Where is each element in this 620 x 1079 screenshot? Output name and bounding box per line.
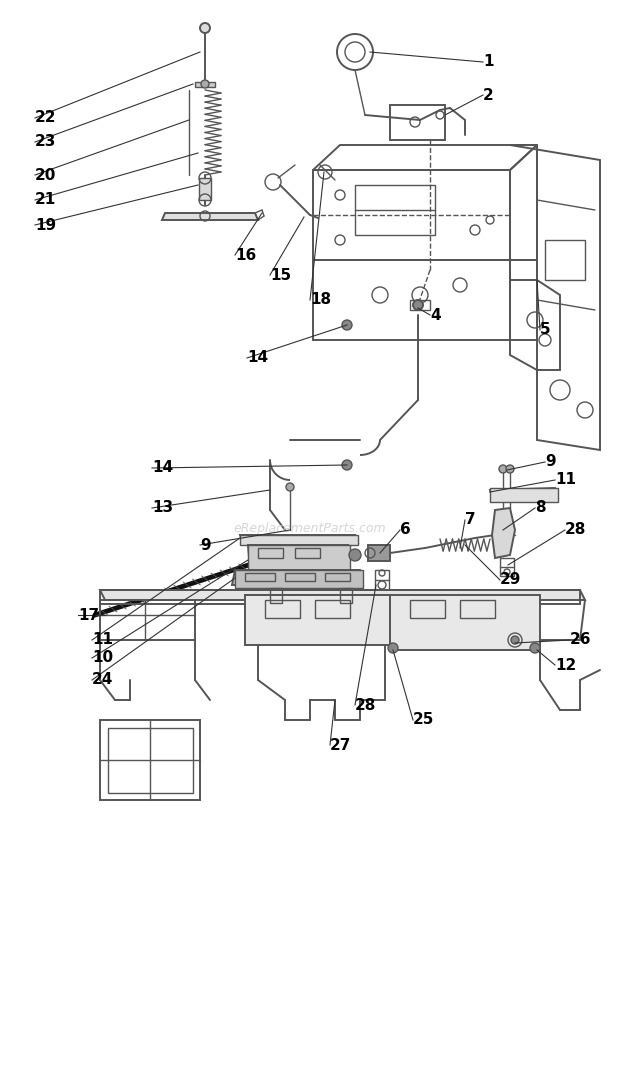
Text: 24: 24 <box>92 672 113 687</box>
Circle shape <box>201 80 209 88</box>
Bar <box>195 82 215 87</box>
Text: 11: 11 <box>555 473 576 488</box>
Polygon shape <box>248 545 350 570</box>
Bar <box>295 548 320 558</box>
Text: 15: 15 <box>270 268 291 283</box>
Polygon shape <box>492 508 515 558</box>
Circle shape <box>342 320 352 330</box>
Bar <box>235 570 363 588</box>
Text: eReplacementParts.com: eReplacementParts.com <box>234 522 386 535</box>
Circle shape <box>530 643 540 653</box>
Text: 16: 16 <box>235 247 256 262</box>
Circle shape <box>413 300 423 310</box>
Polygon shape <box>232 570 363 585</box>
Bar <box>315 600 350 618</box>
Bar <box>545 240 585 279</box>
Bar <box>265 600 300 618</box>
Text: 10: 10 <box>92 651 113 666</box>
Bar <box>410 600 445 618</box>
Text: 22: 22 <box>35 110 56 125</box>
Text: 11: 11 <box>92 632 113 647</box>
Text: 5: 5 <box>540 323 551 338</box>
Polygon shape <box>245 595 395 640</box>
Bar <box>325 573 350 581</box>
Text: 27: 27 <box>330 738 352 752</box>
Text: 18: 18 <box>310 292 331 308</box>
Bar <box>355 185 435 235</box>
Text: 23: 23 <box>35 135 56 150</box>
Bar <box>390 105 445 140</box>
Bar <box>490 488 558 502</box>
Bar <box>258 548 283 558</box>
Text: 1: 1 <box>483 55 494 69</box>
Polygon shape <box>490 488 558 500</box>
Text: 7: 7 <box>465 513 476 528</box>
Text: 4: 4 <box>430 308 441 323</box>
Bar <box>500 558 514 576</box>
Bar <box>390 595 540 650</box>
Text: 13: 13 <box>152 501 173 516</box>
Text: 9: 9 <box>200 537 211 552</box>
Text: 17: 17 <box>78 607 99 623</box>
Text: 14: 14 <box>152 461 173 476</box>
Text: 12: 12 <box>555 657 576 672</box>
Bar <box>285 573 315 581</box>
Bar <box>245 595 393 645</box>
Text: 29: 29 <box>500 573 521 587</box>
Bar <box>108 728 193 793</box>
Text: 6: 6 <box>400 522 410 537</box>
Circle shape <box>286 483 294 491</box>
Polygon shape <box>240 535 358 543</box>
Bar <box>368 545 390 561</box>
Circle shape <box>200 23 210 33</box>
Bar <box>100 590 580 604</box>
Bar <box>100 720 200 800</box>
Bar <box>460 600 495 618</box>
Bar <box>240 535 358 545</box>
Polygon shape <box>100 590 585 600</box>
Bar <box>270 588 282 603</box>
Circle shape <box>342 460 352 470</box>
Text: 28: 28 <box>565 522 587 537</box>
Bar <box>410 300 430 310</box>
Text: 19: 19 <box>35 218 56 232</box>
Bar <box>340 588 352 603</box>
Circle shape <box>349 549 361 561</box>
Text: 2: 2 <box>483 87 494 103</box>
Circle shape <box>511 636 519 644</box>
Text: 21: 21 <box>35 192 56 207</box>
Text: 14: 14 <box>247 351 268 366</box>
Text: 9: 9 <box>545 454 556 469</box>
Circle shape <box>506 465 514 473</box>
Bar <box>199 178 211 200</box>
Text: 8: 8 <box>535 501 546 516</box>
Circle shape <box>388 643 398 653</box>
Circle shape <box>499 465 507 473</box>
Text: 25: 25 <box>413 712 435 727</box>
Text: 28: 28 <box>355 697 376 712</box>
Text: 26: 26 <box>570 632 591 647</box>
Bar <box>248 545 350 573</box>
Bar <box>245 573 275 581</box>
Polygon shape <box>162 213 258 220</box>
Bar <box>375 570 389 590</box>
Text: 20: 20 <box>35 167 56 182</box>
